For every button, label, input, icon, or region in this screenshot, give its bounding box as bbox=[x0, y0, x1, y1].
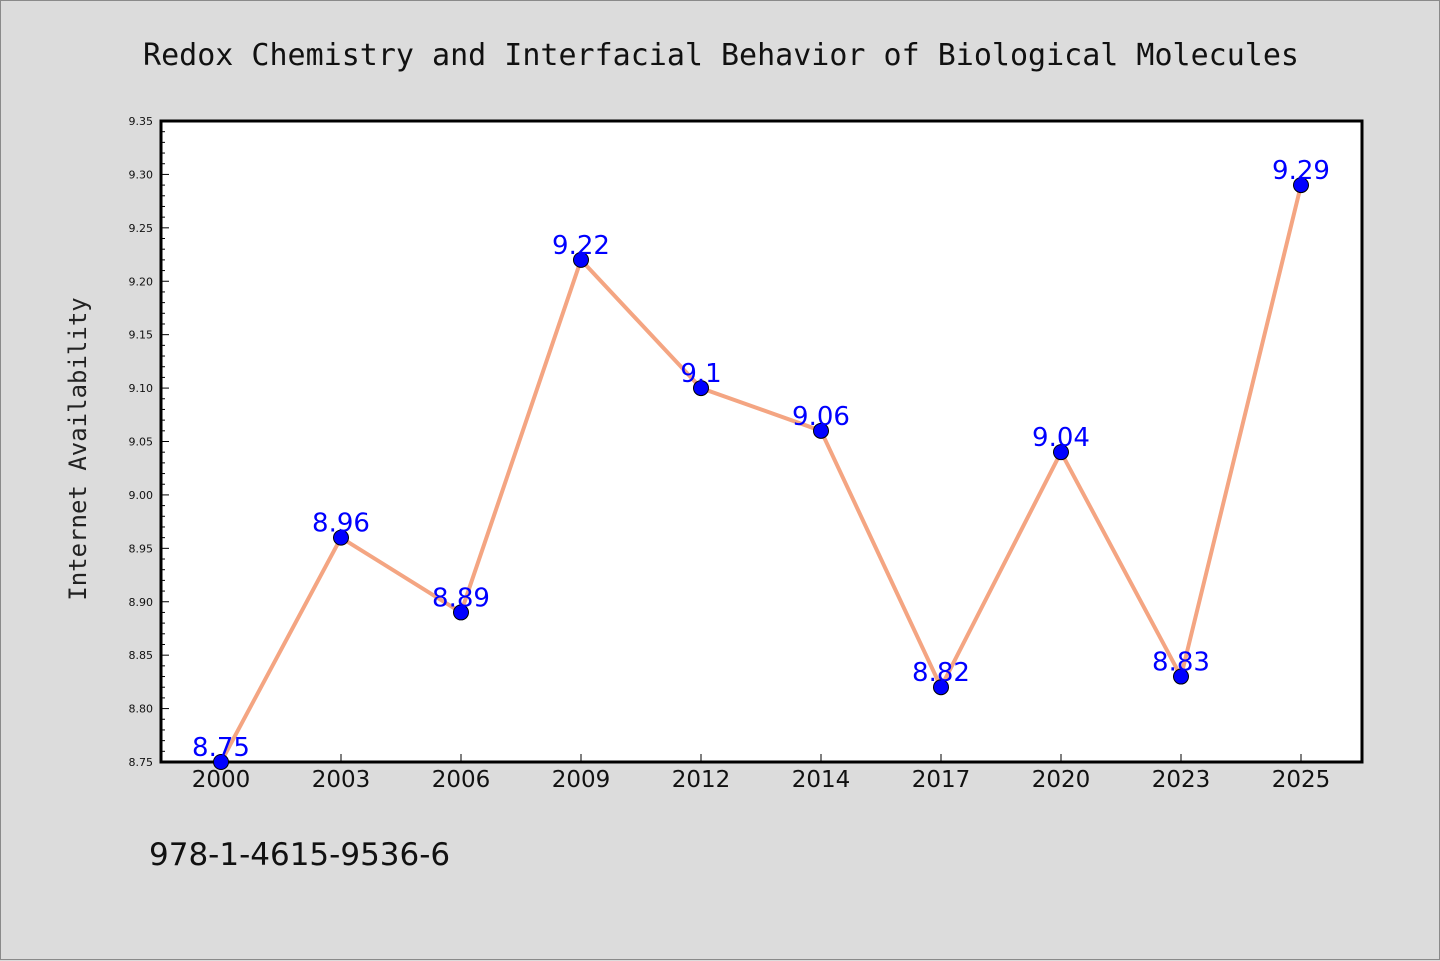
series-line bbox=[219, 183, 1303, 764]
y-tick-label: 9.05 bbox=[129, 436, 154, 449]
x-tick-label: 2003 bbox=[312, 767, 371, 793]
y-tick-label: 9.30 bbox=[129, 168, 154, 181]
chart-title: Redox Chemistry and Interfacial Behavior… bbox=[143, 38, 1299, 73]
y-tick-label: 8.90 bbox=[129, 596, 154, 609]
data-point bbox=[933, 679, 949, 696]
data-label: 9.29 bbox=[1272, 156, 1330, 186]
x-tick-label: 2009 bbox=[552, 767, 611, 793]
data-point bbox=[333, 529, 349, 546]
x-tick-label: 2017 bbox=[912, 767, 971, 793]
y-axis-label: Internet Availability bbox=[64, 297, 92, 600]
x-tick-label: 2023 bbox=[1152, 767, 1211, 793]
data-point bbox=[693, 380, 709, 397]
y-tick-label: 8.95 bbox=[129, 542, 154, 555]
x-tick-label: 2012 bbox=[672, 767, 731, 793]
y-tick-label: 9.25 bbox=[129, 222, 154, 235]
y-axis-ticks: 8.75 8.80 8.85 8.90 8.95 9.00 9.05 9.10 9.15 9.20… bbox=[129, 115, 169, 769]
data-label: 9.06 bbox=[792, 402, 850, 432]
y-tick-label: 8.80 bbox=[129, 703, 154, 716]
isbn-text: 978-1-4615-9536-6 bbox=[149, 837, 450, 873]
data-point bbox=[813, 422, 829, 439]
x-axis-ticks: 2000 2003 2006 2009 2012 2014 2017 2020 2023 2025 bbox=[192, 754, 1331, 793]
x-tick-label: 2006 bbox=[432, 767, 491, 793]
data-point bbox=[1053, 444, 1069, 461]
data-point bbox=[453, 604, 469, 621]
plot-area bbox=[159, 119, 1364, 764]
data-point bbox=[1293, 177, 1309, 194]
x-tick-label: 2000 bbox=[192, 767, 251, 793]
y-tick-label: 8.85 bbox=[129, 649, 154, 662]
y-tick-label: 8.75 bbox=[129, 756, 154, 769]
y-tick-label: 9.35 bbox=[129, 115, 154, 128]
data-label: 9.1 bbox=[680, 359, 721, 389]
x-tick-label: 2014 bbox=[792, 767, 851, 793]
data-label: 8.96 bbox=[312, 509, 370, 539]
data-label: 8.82 bbox=[912, 658, 970, 688]
data-label: 8.89 bbox=[432, 583, 490, 613]
y-tick-label: 9.10 bbox=[129, 382, 154, 395]
data-point bbox=[573, 251, 589, 268]
y-tick-label: 9.15 bbox=[129, 329, 154, 342]
data-point bbox=[213, 754, 229, 770]
series-layer: 8.75 8.96 8.89 9.22 9.1 9.06 8.82 9.04 8.83 9.29 bbox=[192, 156, 1330, 770]
y-tick-label: 9.00 bbox=[129, 489, 154, 502]
x-tick-label: 2025 bbox=[1272, 767, 1331, 793]
data-label: 9.22 bbox=[552, 231, 610, 261]
data-label: 9.04 bbox=[1032, 423, 1090, 453]
data-label: 8.83 bbox=[1152, 648, 1210, 678]
data-point bbox=[1173, 668, 1189, 685]
x-tick-label: 2020 bbox=[1032, 767, 1091, 793]
y-tick-label: 9.20 bbox=[129, 275, 154, 288]
data-label: 8.75 bbox=[192, 733, 250, 763]
